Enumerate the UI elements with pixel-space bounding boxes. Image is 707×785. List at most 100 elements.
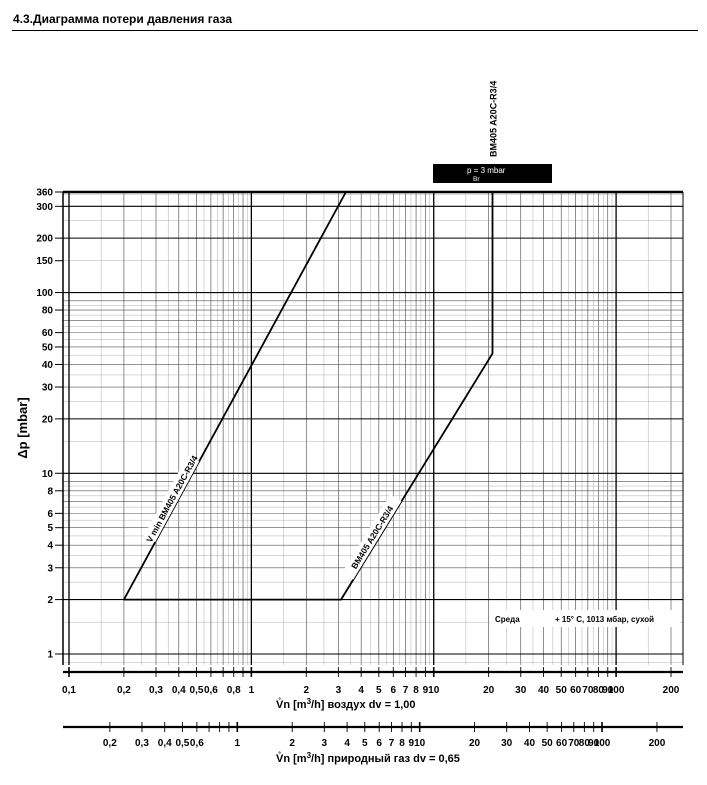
air-axis-tick-label: 0,4 [172,685,186,696]
gas-axis-tick-label: 4 [344,738,350,749]
air-axis-tick-label: 40 [538,685,550,696]
gas-axis-title: V̊n [m3/h] природный газ dv = 0,65 [276,751,460,765]
air-axis-tick-label: 9 [423,685,429,696]
gas-axis-tick-label: 90 [588,738,600,749]
air-axis-tick-label: 4 [358,685,364,696]
air-axis-tick-label: 0,6 [204,685,218,696]
pbr-value: = 3 mbar [471,166,505,175]
air-axis-tick-label: 70 [582,685,594,696]
y-tick-label: 1 [47,650,53,661]
gas-axis-tick-label: 8 [399,738,405,749]
air-axis-tick-label: 0,8 [227,685,241,696]
grid-major [63,192,683,665]
gas-axis-tick-label: 50 [542,738,554,749]
y-tick-label: 50 [42,342,54,353]
air-axis-tick-label: 50 [556,685,568,696]
gas-axis-tick-label: 0,4 [158,738,172,749]
air-axis-tick-label: 10 [428,685,440,696]
y-tick-label: 360 [36,188,53,199]
air-flow-axis: 0,1 0,2 0,3 0,4 0,5 0,6 0,8 1 2 3 4 5 6 7 8 9 10 20 30 40 50… [62,667,683,711]
title-divider [12,30,698,31]
conditions-medium: Среда [495,615,520,624]
y-tick-label: 20 [42,414,54,425]
air-axis-tick-label: 2 [303,685,309,696]
air-axis-tick-label: 100 [608,685,625,696]
gas-axis-tick-label: 30 [501,738,513,749]
series-label-2: BM405 A20C-R3/4 [349,504,395,571]
series-label-1-group: V min BM405 A20C-R3/4 [143,454,200,545]
y-tick-label: 100 [36,288,53,299]
y-tick-label: 40 [42,360,54,371]
pbr-p: p [467,166,472,175]
y-tick-label: 8 [47,486,53,497]
air-axis-tick-label: 60 [570,685,582,696]
gas-axis-tick-label: 7 [389,738,395,749]
y-tick-label: 60 [42,328,54,339]
gas-axis-tick-label: 0,3 [135,738,149,749]
air-axis-tick-label: 20 [483,685,495,696]
gas-axis-tick-label: 6 [376,738,382,749]
air-axis-tick-label: 0,1 [62,685,76,696]
gas-axis-tick-label: 0,6 [190,738,204,749]
y-tick-label: 30 [42,383,54,394]
gas-axis-tick-label: 1 [235,738,241,749]
y-tick-label: 300 [36,202,53,213]
gas-flow-axis: 0,2 0,3 0,4 0,5 0,6 1 2 3 4 5 6 7 8 9 10 20 30 40 50 60 70 80… [63,722,683,765]
air-axis-tick-label: 5 [376,685,382,696]
gas-axis-tick-label: 100 [594,738,611,749]
plot-frame [62,190,684,665]
series-label-1-bg [143,455,200,543]
y-tick-label: 150 [36,256,53,267]
y-tick-label: 3 [47,563,53,574]
gas-axis-tick-label: 0,2 [103,738,117,749]
gas-axis-tick-label: 60 [556,738,568,749]
y-tick-label: 2 [47,595,53,606]
y-tick-label: 5 [47,523,53,534]
y-tick-label: 10 [42,469,54,480]
top-series-label: BM405 A20C-R3/4 [489,81,499,157]
gas-axis-tick-label: 80 [579,738,591,749]
conditions-box [490,610,680,627]
air-axis-tick-label: 80 [593,685,605,696]
air-axis-tick-label: 0,3 [149,685,163,696]
pbr-label: p = 3 mbar [467,166,506,175]
y-tick-label: 200 [36,234,53,245]
series-label-2-bg [342,494,402,580]
grid-minor [63,192,683,665]
gas-axis-tick-label: 40 [524,738,536,749]
air-axis-tick-label: 0,2 [117,685,131,696]
pbr-subscript: Br [473,176,480,183]
y-tick-labels: 1 2 3 4 5 6 8 10 20 30 40 50 60 80 100 150 200 300 360 Δp [… [15,188,63,661]
air-axis-tick-label: 1 [249,685,255,696]
gas-axis-tick-label: 3 [322,738,328,749]
air-axis-tick-label: 0,5 [190,685,204,696]
gas-axis-tick-label: 0,5 [175,738,189,749]
y-tick-label: 80 [42,306,54,317]
gas-axis-tick-label: 70 [568,738,580,749]
y-axis-label: Δp [mbar] [15,397,30,458]
series-line-2 [123,192,494,601]
gas-axis-tick-label: 9 [409,738,415,749]
air-axis-tick-label: 8 [413,685,419,696]
air-axis-tick-label: 30 [515,685,527,696]
air-axis-tick-label: 90 [602,685,614,696]
page-title: 4.3.Диаграмма потери давления газа [13,12,232,26]
pbr-box [433,164,552,183]
series-label-1: V min BM405 A20C-R3/4 [144,454,200,545]
air-axis-title: V̊n [m3/h] воздух dv = 1,00 [276,697,416,711]
gas-axis-tick-label: 20 [469,738,481,749]
gas-axis-tick-label: 2 [289,738,295,749]
series-label-2-group: BM405 A20C-R3/4 [342,494,402,580]
air-axis-tick-label: 6 [390,685,396,696]
y-tick-label: 6 [47,509,53,520]
air-axis-tick-label: 200 [663,685,680,696]
gas-axis-tick-label: 10 [414,738,426,749]
gas-axis-tick-label: 200 [649,738,666,749]
air-axis-tick-label: 3 [336,685,342,696]
series-lines: V min BM405 A20C-R3/4 BM405 A20C-R3/4 [123,191,494,601]
air-axis-tick-label: 7 [403,685,409,696]
y-tick-label: 4 [47,541,53,552]
gas-axis-tick-label: 5 [362,738,368,749]
